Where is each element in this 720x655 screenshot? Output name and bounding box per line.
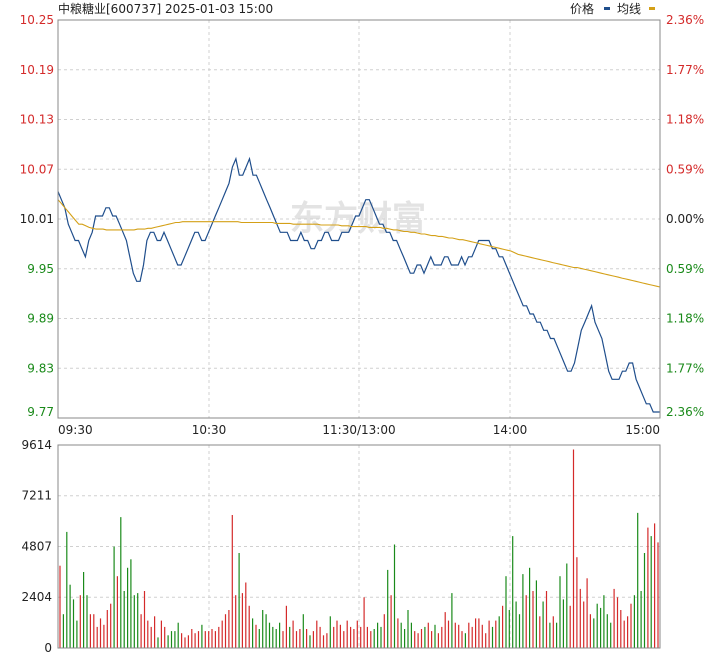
price-tick-label-left: 9.89 <box>27 312 54 326</box>
price-grid <box>58 20 660 418</box>
legend-avg-label: 均线 <box>617 2 641 16</box>
price-tick-label-left: 9.83 <box>27 361 54 375</box>
price-panel-frame <box>57 19 661 419</box>
pct-tick-label-right: 1.77% <box>666 63 704 77</box>
volume-tick-label: 4807 <box>21 540 52 554</box>
volume-tick-label: 0 <box>44 641 52 655</box>
pct-tick-label-right: 1.18% <box>666 312 704 326</box>
price-tick-label-left: 10.13 <box>20 113 54 127</box>
price-tick-label-left: 10.01 <box>20 212 54 226</box>
time-tick-label: 14:00 <box>493 423 528 437</box>
time-tick-label: 09:30 <box>58 423 93 437</box>
pct-tick-label-right: 2.36% <box>666 405 704 419</box>
legend-price-swatch <box>604 7 610 10</box>
pct-tick-label-right: 0.00% <box>666 212 704 226</box>
price-series-line <box>57 156 660 413</box>
price-tick-label-left: 9.77 <box>27 405 54 419</box>
pct-tick-label-right: 2.36% <box>666 13 704 27</box>
pct-tick-label-right: 0.59% <box>666 162 704 176</box>
price-tick-label-left: 10.19 <box>20 63 54 77</box>
price-tick-label-left: 10.07 <box>20 162 54 176</box>
pct-tick-label-right: 1.18% <box>666 113 704 127</box>
price-lines <box>57 156 661 413</box>
legend-avg-swatch <box>649 7 655 10</box>
chart-title: 中粮糖业[600737] 2025-01-03 15:00 <box>58 1 273 16</box>
time-axis: 09:30 10:30 11:30/13:00 14:00 15:00 <box>58 423 660 437</box>
price-tick-label-left: 9.95 <box>27 262 54 276</box>
pct-tick-label-right: 0.59% <box>666 262 704 276</box>
time-tick-label: 15:00 <box>625 423 660 437</box>
price-tick-label-left: 10.25 <box>20 13 54 27</box>
volume-tick-label: 9614 <box>21 438 52 452</box>
time-tick-label: 11:30/13:00 <box>322 423 395 437</box>
time-tick-label: 10:30 <box>192 423 227 437</box>
pct-tick-label-right: 1.77% <box>666 361 704 375</box>
volume-tick-label: 2404 <box>21 590 52 604</box>
volume-bars <box>59 449 659 648</box>
volume-grid <box>58 445 660 648</box>
volume-tick-label: 7211 <box>21 489 52 503</box>
price-axis-right: 2.36% 1.77% 1.18% 0.59% 0.00% 0.59% 1.18% 1.77%… <box>666 13 704 419</box>
volume-axis: 9614 7211 4807 2404 0 <box>21 438 52 655</box>
price-axis-left: 10.25 10.19 10.13 10.07 10.01 9.95 9.89 9.83 9.7… <box>20 13 54 419</box>
volume-panel-frame <box>57 444 661 649</box>
legend-price-label: 价格 <box>570 1 594 16</box>
avg-series-line <box>57 199 661 288</box>
